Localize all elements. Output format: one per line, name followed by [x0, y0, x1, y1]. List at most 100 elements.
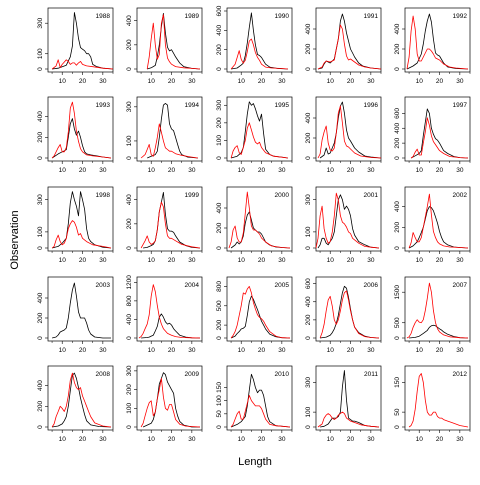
- x-tick-label: 30: [456, 257, 464, 264]
- x-tick-label: 20: [79, 347, 87, 354]
- panel-frame: [136, 276, 203, 342]
- y-tick-label: 0: [394, 425, 401, 429]
- series-line-black: [52, 372, 112, 428]
- panel-1997: 10 20 30 0 200 400 600 1997: [394, 96, 471, 174]
- panel-year-label: 2009: [185, 371, 200, 378]
- x-tick-label: 10: [327, 347, 335, 354]
- panel-year-label: 1991: [364, 13, 379, 20]
- series-line-red: [408, 193, 469, 249]
- x-tick-label: 10: [148, 257, 156, 264]
- panel-frame: [315, 96, 382, 162]
- panel-frame: [136, 365, 203, 431]
- x-tick-label: 30: [99, 167, 107, 174]
- series-line-black: [317, 194, 380, 249]
- series-line-red: [317, 105, 382, 159]
- x-tick-label: 30: [456, 436, 464, 443]
- series-line-black: [406, 13, 469, 70]
- x-tick-label: 20: [168, 347, 176, 354]
- x-tick-label: 10: [416, 436, 424, 443]
- x-tick-label: 20: [79, 436, 87, 443]
- y-tick-label: 100: [305, 226, 312, 237]
- series-line-black: [147, 12, 201, 70]
- panel-frame: [47, 96, 114, 162]
- y-tick-label: 100: [216, 395, 223, 406]
- panel-frame: [47, 365, 114, 431]
- panel-year-label: 2004: [185, 282, 200, 289]
- series-line-red: [140, 377, 201, 428]
- x-tick-label: 20: [347, 347, 355, 354]
- y-tick-label: 400: [216, 25, 223, 36]
- x-tick-label: 30: [456, 167, 464, 174]
- panel-frame: [315, 365, 382, 431]
- y-tick-label: 0: [216, 336, 223, 340]
- y-tick-label: 0: [37, 336, 44, 340]
- x-tick-label: 10: [59, 257, 67, 264]
- y-tick-label: 200: [216, 222, 223, 233]
- series-line-black: [143, 191, 201, 249]
- x-tick-label: 20: [258, 78, 266, 85]
- y-tick-label: 400: [126, 314, 133, 325]
- panel-year-label: 1992: [453, 13, 468, 20]
- y-tick-label: 0: [126, 336, 133, 340]
- panel-year-label: 1989: [185, 13, 200, 20]
- y-tick-label: 200: [394, 43, 401, 54]
- panel-1992: 10 20 30 0 200 400 1992: [394, 7, 471, 85]
- y-tick-label: 200: [216, 319, 223, 330]
- panel-frame: [226, 276, 293, 342]
- panel-frame: [47, 276, 114, 342]
- x-tick-label: 20: [436, 436, 444, 443]
- series-line-black: [230, 211, 291, 249]
- panel-year-label: 1990: [275, 13, 290, 20]
- y-tick-label: 100: [37, 48, 44, 59]
- series-line-red: [228, 191, 291, 249]
- y-tick-label: 200: [305, 132, 312, 143]
- series-line-black: [51, 118, 112, 159]
- y-tick-label: 0: [37, 425, 44, 429]
- x-tick-label: 30: [278, 167, 286, 174]
- series-line-black: [319, 101, 382, 159]
- panel-frame: [136, 7, 203, 73]
- panel-frame: [404, 7, 471, 73]
- y-tick-label: 0: [37, 246, 44, 250]
- x-tick-label: 20: [347, 78, 355, 85]
- y-tick-label: 0: [126, 156, 133, 160]
- y-tick-label: 0: [305, 336, 312, 340]
- panel-1996: 10 20 30 0 200 400 1996: [305, 96, 382, 174]
- panel-year-label: 1994: [185, 102, 200, 109]
- y-tick-label: 0: [216, 156, 223, 160]
- series-line-red: [146, 14, 201, 70]
- x-tick-label: 10: [327, 167, 335, 174]
- panel-year-label: 1998: [96, 192, 111, 199]
- y-tick-label: 50: [216, 410, 223, 418]
- x-tick-label: 10: [238, 78, 246, 85]
- panel-2006: 10 20 30 0 200 400 600 2006: [305, 276, 382, 354]
- y-tick-label: 100: [37, 226, 44, 237]
- series-line-red: [230, 122, 288, 159]
- x-tick-label: 20: [436, 78, 444, 85]
- x-tick-label: 10: [148, 347, 156, 354]
- x-tick-label: 10: [416, 78, 424, 85]
- y-tick-label: 0: [394, 246, 401, 250]
- y-tick-label: 600: [394, 108, 401, 119]
- panel-frame: [47, 7, 114, 73]
- y-tick-label: 200: [216, 44, 223, 55]
- y-tick-label: 600: [216, 5, 223, 16]
- x-tick-label: 10: [59, 78, 67, 85]
- series-line-red: [406, 15, 469, 70]
- x-tick-label: 30: [367, 347, 375, 354]
- series-line-red: [315, 192, 380, 249]
- x-tick-label: 30: [367, 257, 375, 264]
- panel-frame: [404, 365, 471, 431]
- panel-1990: 10 20 30 0 200 400 600 1990: [216, 5, 293, 85]
- panel-year-label: 1988: [96, 13, 111, 20]
- y-tick-label: 100: [216, 135, 223, 146]
- panel-2010: 10 20 30 0 50 100 150 2010: [216, 365, 293, 443]
- series-line-red: [230, 285, 291, 339]
- panel-year-label: 1996: [364, 102, 379, 109]
- x-tick-label: 20: [79, 257, 87, 264]
- y-tick-label: 200: [305, 43, 312, 54]
